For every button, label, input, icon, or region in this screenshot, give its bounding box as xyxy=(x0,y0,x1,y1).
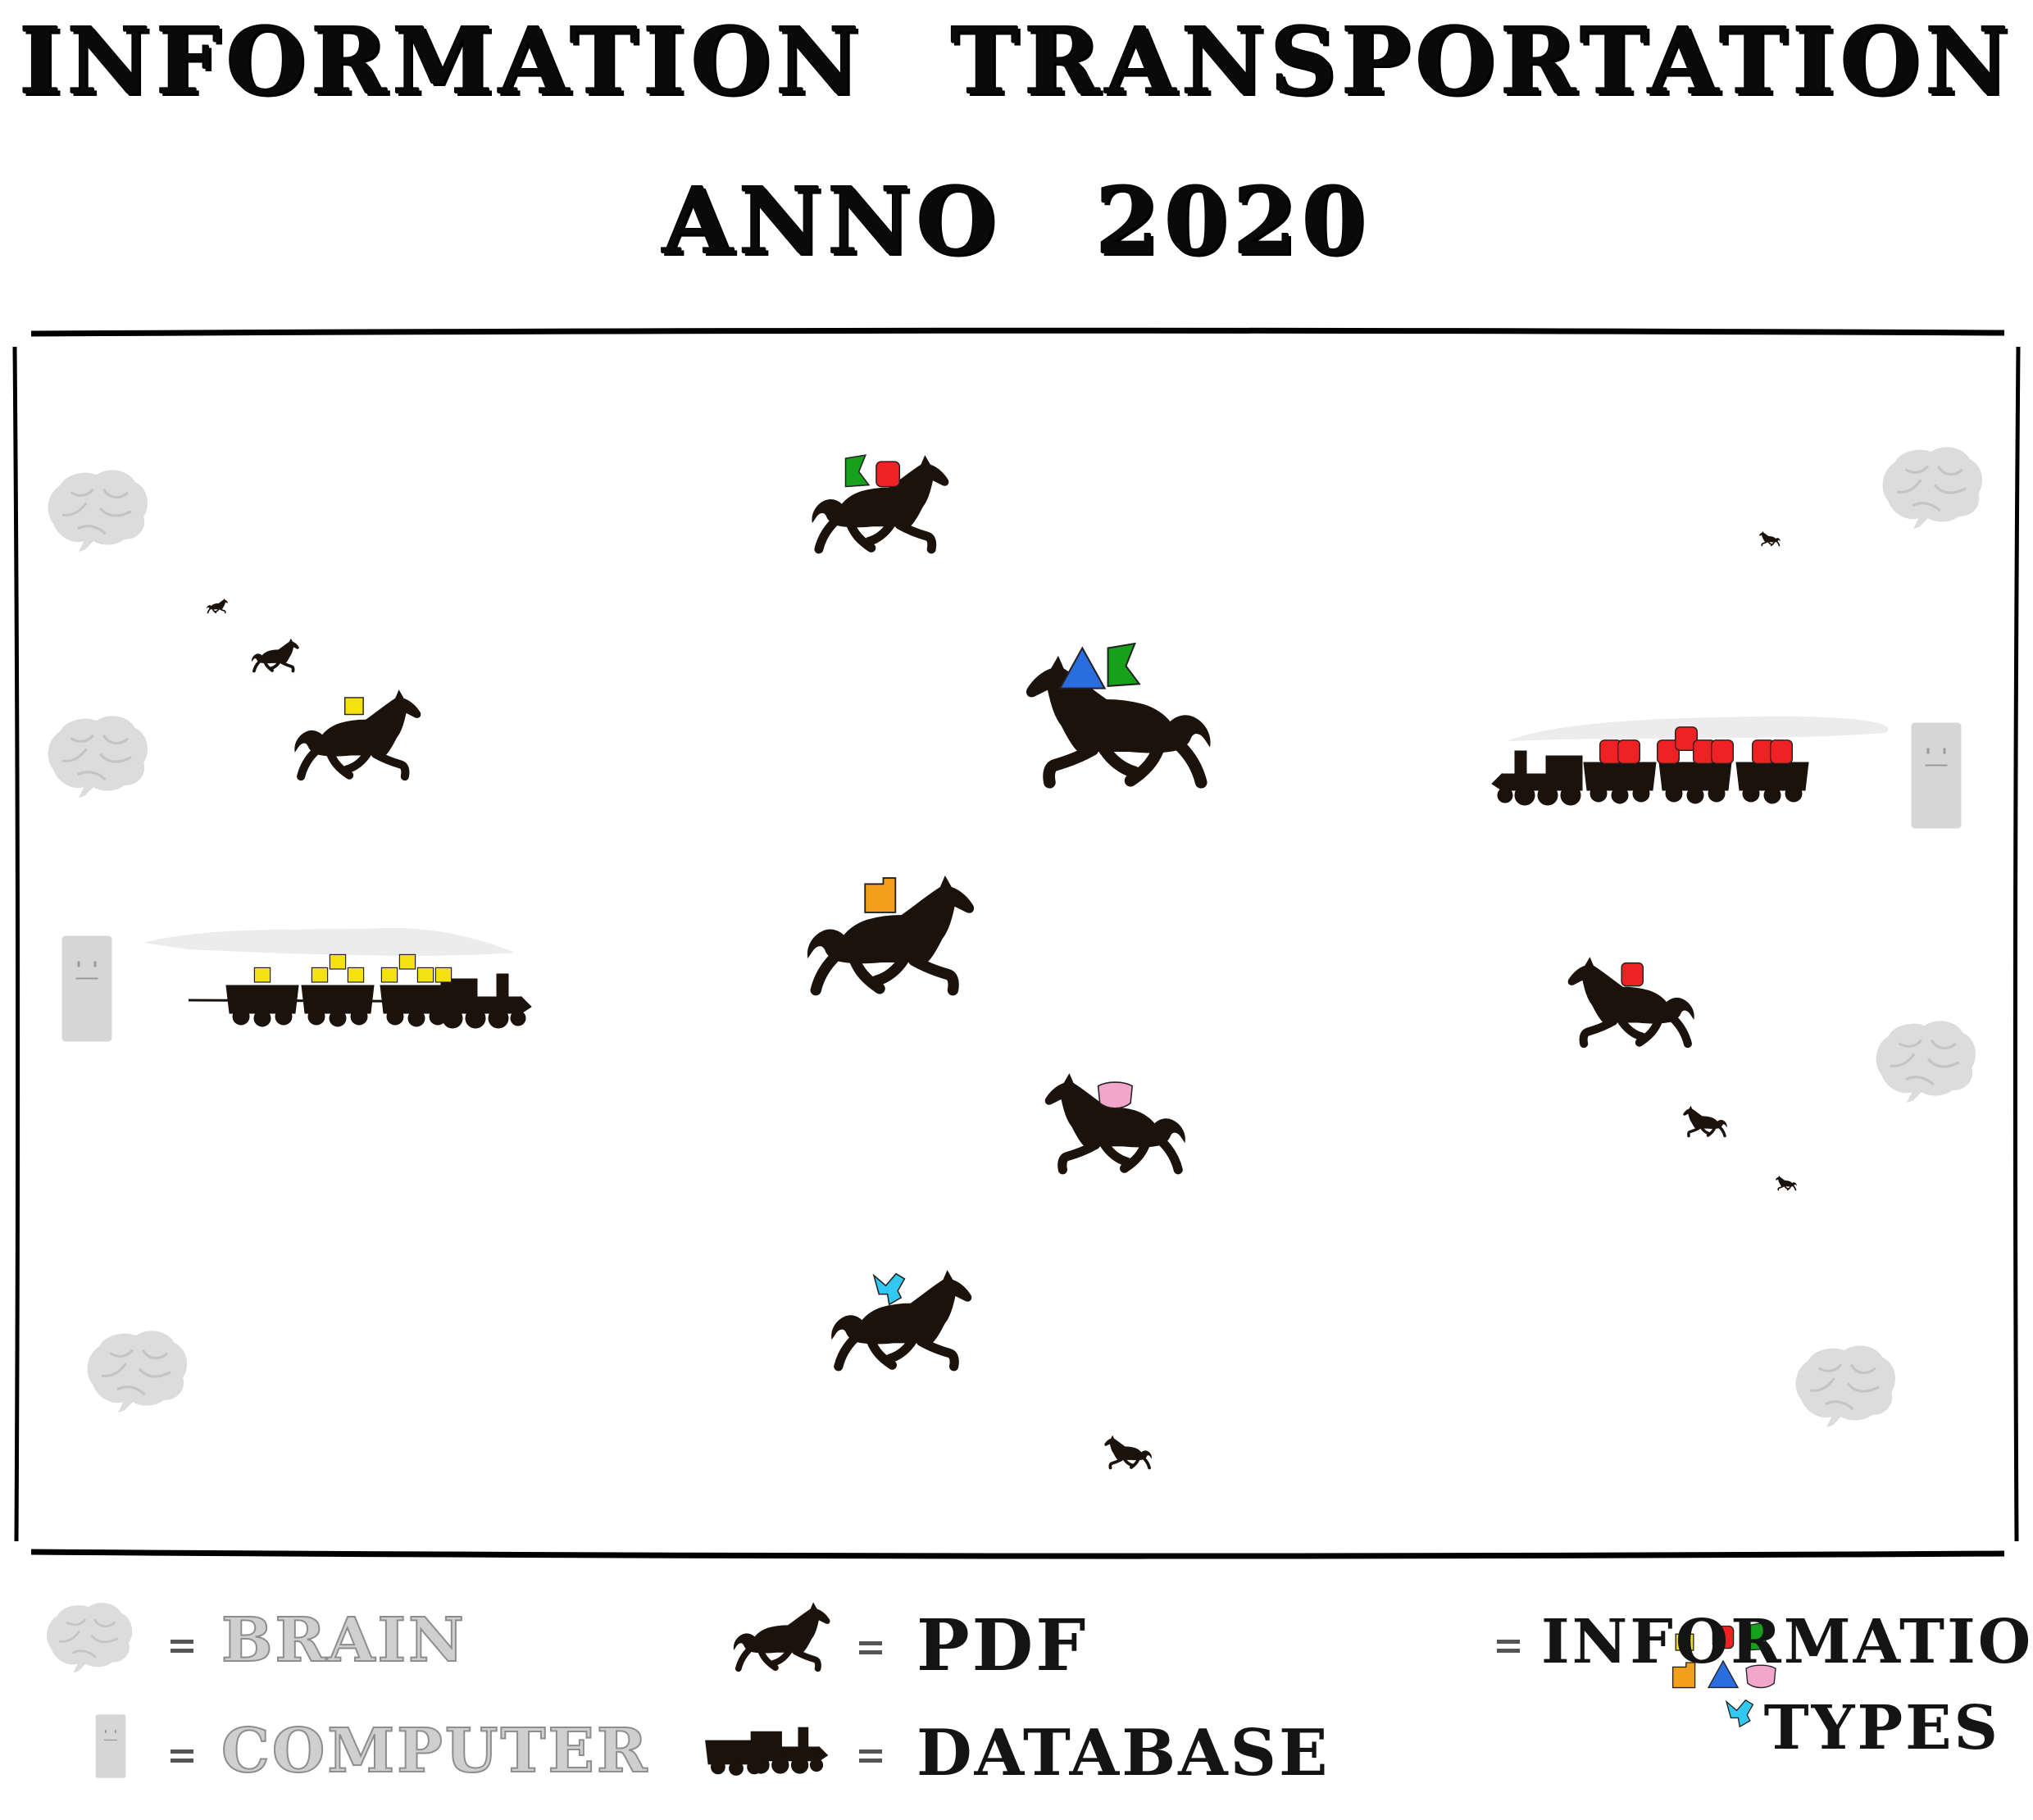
computer-icon xyxy=(1911,722,1962,829)
legend-computer-icon xyxy=(95,1714,126,1778)
frame-top-line xyxy=(30,327,2005,337)
horse-icon xyxy=(206,598,229,614)
horse-silhouette xyxy=(250,637,301,673)
legend-horse-icon xyxy=(734,1603,830,1668)
cargo-red-icon xyxy=(1769,739,1794,765)
wagon xyxy=(380,985,453,1027)
cargo-green-icon xyxy=(1749,1621,1772,1651)
cargo-blue-icon xyxy=(1058,646,1107,689)
wagon xyxy=(1658,762,1732,804)
legend-equals-sign xyxy=(171,1640,193,1653)
smoke-cloud xyxy=(143,927,515,956)
legend-equals-sign xyxy=(859,1641,882,1654)
wagon xyxy=(1735,762,1809,804)
legend-database-label: DATABASE xyxy=(916,1716,1330,1790)
cargo-orange-icon xyxy=(864,876,897,913)
cargo-blue-icon xyxy=(1707,1659,1740,1689)
horse-icon xyxy=(832,1271,971,1367)
frame-right-line xyxy=(2013,346,2021,1542)
cargo-red-icon xyxy=(1674,726,1699,752)
cargo-yellow-icon xyxy=(253,967,271,983)
horse-silhouette xyxy=(1681,1104,1729,1138)
cargo-yellow-icon xyxy=(1675,1633,1694,1651)
cargo-pink-icon xyxy=(1097,1081,1134,1109)
horse-icon xyxy=(1103,1434,1153,1470)
cargo-red-icon xyxy=(1617,739,1641,765)
horse-silhouette xyxy=(206,598,229,614)
cargo-red-icon xyxy=(1656,739,1681,765)
frame-bottom-line xyxy=(30,1549,2005,1559)
horse-icon xyxy=(1758,530,1781,547)
cargo-yellow-icon xyxy=(329,953,347,970)
brain-icon xyxy=(86,1330,189,1413)
legend-equals-sign xyxy=(171,1749,193,1763)
horse-icon xyxy=(1568,958,1694,1044)
cargo-pink-icon xyxy=(1745,1664,1776,1689)
cargo-cyan-icon xyxy=(1725,1699,1754,1728)
legend-brain-label: BRAIN xyxy=(221,1604,466,1677)
cargo-yellow-icon xyxy=(311,967,329,983)
horse-icon xyxy=(1775,1175,1798,1191)
horse-silhouette xyxy=(1775,1175,1798,1191)
train-coupling xyxy=(188,999,525,1003)
brain-icon xyxy=(1794,1345,1897,1428)
cargo-cyan-icon xyxy=(872,1272,906,1306)
frame-left-line xyxy=(12,346,20,1542)
brain-icon xyxy=(1881,446,1984,530)
cargo-green-icon xyxy=(1107,642,1141,688)
cargo-yellow-icon xyxy=(343,697,364,716)
horse-icon xyxy=(807,876,973,990)
smoke-cloud xyxy=(1507,716,1889,741)
horse-icon xyxy=(812,455,948,549)
train-icon xyxy=(225,953,532,1029)
legend-computer-label: COMPUTER xyxy=(221,1715,650,1787)
legend-pdf-label: PDF xyxy=(916,1604,1089,1687)
cargo-yellow-icon xyxy=(416,967,434,983)
legend-equals-sign xyxy=(1497,1640,1520,1653)
locomotive xyxy=(1491,750,1583,806)
horse-icon xyxy=(1027,642,1210,782)
horse-icon xyxy=(250,637,301,673)
horse-icon xyxy=(1681,1104,1729,1138)
cargo-yellow-icon xyxy=(398,953,416,970)
cargo-red-icon xyxy=(1712,1625,1735,1649)
legend-types-label: TYPES xyxy=(1763,1693,2000,1763)
cargo-green-icon xyxy=(844,454,871,488)
wagon xyxy=(1583,762,1657,804)
brain-icon xyxy=(1875,1020,1977,1103)
brain-icon xyxy=(47,715,149,799)
cargo-red-icon xyxy=(876,461,901,488)
wagon xyxy=(301,985,375,1027)
legend-wagon-icon xyxy=(705,1740,767,1776)
cargo-orange-icon xyxy=(1671,1662,1696,1689)
legend-brain-icon xyxy=(46,1602,134,1674)
cargo-yellow-icon xyxy=(434,967,453,983)
legend-information-label: INFORMATION xyxy=(1541,1607,2033,1677)
wagon xyxy=(225,985,299,1027)
horse-silhouette xyxy=(1758,530,1781,547)
title-line-1: INFORMATION TRANSPORTATION xyxy=(19,8,2014,116)
computer-icon xyxy=(61,935,112,1042)
horse-icon xyxy=(295,690,421,776)
horse-silhouette xyxy=(1103,1434,1153,1470)
cargo-red-icon xyxy=(1710,739,1735,765)
brain-icon xyxy=(47,469,149,553)
title-line-2: ANNO 2020 xyxy=(662,168,1371,275)
cargo-red-icon xyxy=(1621,962,1644,987)
legend-equals-sign xyxy=(859,1749,882,1763)
train-icon xyxy=(1491,726,1809,806)
horse-icon xyxy=(1045,1074,1185,1170)
cargo-yellow-icon xyxy=(380,967,398,983)
cargo-yellow-icon xyxy=(347,967,365,983)
